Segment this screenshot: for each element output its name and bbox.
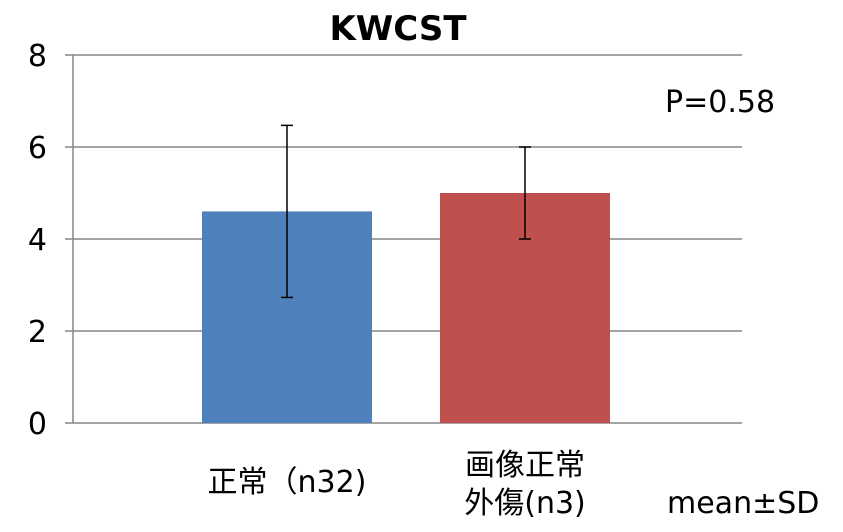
bars xyxy=(202,124,610,423)
gridlines xyxy=(73,54,742,424)
chart-title: KWCST xyxy=(329,9,467,49)
y-tick-label-4: 4 xyxy=(28,223,47,258)
x-category-label-2-line-1: 画像正常 xyxy=(465,448,585,483)
y-tick-label-0: 0 xyxy=(28,407,47,442)
x-category-label-1-line-1: 正常（n32) xyxy=(208,465,367,500)
x-category-label-2-line-2: 外傷(n3) xyxy=(464,486,586,521)
p-value-annotation: P=0.58 xyxy=(665,85,775,120)
y-tick-label-2: 2 xyxy=(28,315,47,350)
mean-sd-note: mean±SD xyxy=(667,486,819,521)
y-axis: 0 2 4 6 8 xyxy=(28,39,74,442)
y-tick-label-6: 6 xyxy=(28,131,47,166)
y-tick-label-8: 8 xyxy=(28,39,47,74)
